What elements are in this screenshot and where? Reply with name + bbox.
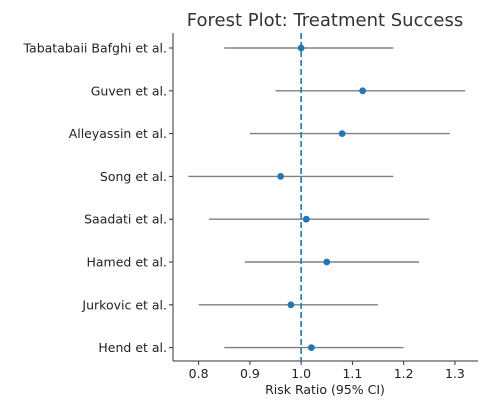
study-label: Tabatabaii Bafghi et al. <box>22 41 167 56</box>
point-estimate <box>323 258 331 266</box>
study-labels-group: Tabatabaii Bafghi et al. Guven et al. Alle… <box>22 41 173 355</box>
x-tick-label: 1.3 <box>445 366 465 381</box>
x-ticks-group: 0.8 0.9 1.0 1.1 1.2 1.3 <box>189 361 465 381</box>
study-label: Hend et al. <box>98 340 167 355</box>
x-tick-label: 1.0 <box>291 366 311 381</box>
study-label: Jurkovic et al. <box>81 297 167 312</box>
points-group <box>277 44 367 351</box>
study-label: Song et al. <box>100 169 167 184</box>
axes-group <box>172 33 478 362</box>
x-axis-label: Risk Ratio (95% CI) <box>265 382 385 397</box>
point-estimate <box>277 173 285 180</box>
study-label: Alleyassin et al. <box>69 126 167 141</box>
x-tick-label: 0.8 <box>189 366 209 381</box>
ci-lines-group <box>188 47 466 349</box>
point-estimate <box>308 344 315 351</box>
point-estimate <box>297 44 305 52</box>
x-tick-label: 0.9 <box>240 366 260 381</box>
study-label: Guven et al. <box>91 83 167 98</box>
x-tick-label: 1.1 <box>342 366 362 381</box>
study-label: Hamed et al. <box>86 255 167 270</box>
point-estimate <box>338 130 346 138</box>
study-label: Saadati et al. <box>84 212 167 227</box>
point-estimate <box>302 215 310 223</box>
x-tick-label: 1.2 <box>394 366 414 381</box>
point-estimate <box>287 301 295 309</box>
chart-title: Forest Plot: Treatment Success <box>187 10 463 31</box>
point-estimate <box>359 87 367 95</box>
